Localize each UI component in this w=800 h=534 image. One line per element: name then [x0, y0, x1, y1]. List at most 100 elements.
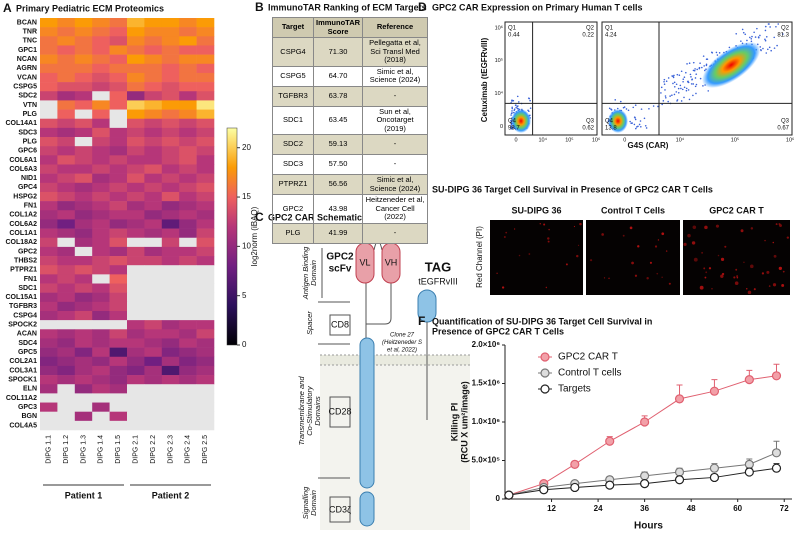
quadrant-value: 0.67 [777, 126, 789, 132]
heatmap-cell [109, 72, 128, 83]
heatmap-cell [161, 201, 180, 211]
heatmap-cell [109, 411, 128, 422]
heatmap-cell [144, 146, 163, 156]
flow-event [625, 108, 628, 110]
flow-event [715, 51, 718, 54]
heatmap-cell [92, 411, 110, 422]
flow-event [773, 47, 776, 49]
heatmap-cell [144, 219, 163, 229]
table-cell: - [362, 85, 429, 107]
heatmap-cell [40, 347, 58, 358]
heatmap-cell [74, 127, 93, 138]
heatmap-cell [144, 338, 163, 348]
heatmap-cell [127, 283, 145, 293]
heatmap-cell [127, 18, 145, 28]
heatmap-cell [57, 72, 76, 83]
heatmap-cell [144, 246, 163, 257]
heatmap-cell [92, 72, 110, 83]
flow-event [652, 105, 655, 107]
heatmap-cell [196, 237, 215, 248]
heatmap-cell [144, 310, 163, 321]
cell-signal [750, 264, 754, 269]
heatmap-cell [92, 356, 110, 367]
heatmap-cell [196, 274, 215, 284]
heatmap-cell [109, 173, 128, 184]
flow-event [762, 47, 764, 50]
heatmap-cell [92, 402, 110, 412]
y-tick-label: 10⁶ [495, 24, 503, 31]
heatmap-cell [179, 365, 197, 376]
heatmap-cell [109, 164, 128, 174]
heatmap-cell [74, 274, 93, 284]
flow-event [680, 87, 682, 90]
table-cell: 64.70 [312, 65, 364, 87]
data-point [771, 371, 782, 381]
heatmap-cell [109, 18, 128, 28]
flow-event [695, 83, 698, 86]
heatmap-cell [57, 36, 76, 46]
heatmap-cell [196, 375, 215, 385]
table-row: TGFBR3 63.78- [272, 85, 429, 107]
heatmap-cell [109, 320, 128, 330]
heatmap-cell [40, 36, 58, 46]
flow-event [699, 77, 702, 80]
flow-event [718, 52, 721, 54]
heatmap-cell [127, 182, 145, 193]
data-point [605, 480, 615, 490]
heatmap-cell [127, 219, 145, 229]
cell-signal [547, 240, 550, 243]
data-point [570, 482, 580, 493]
heatmap-cell [179, 137, 197, 147]
heatmap-cell [92, 146, 110, 156]
data-point [744, 375, 754, 385]
row-label: COL2A1 [9, 358, 37, 365]
heatmap-cell [161, 182, 180, 193]
heatmap-cell [74, 301, 93, 312]
row-label: SPOCK2 [8, 322, 37, 329]
heatmap-cell [161, 210, 180, 220]
heatmap-cell [127, 210, 145, 220]
heatmap-cell [92, 210, 110, 220]
data-point [640, 417, 650, 427]
table-cell: PTPRZ1 [272, 174, 314, 195]
table-cell: Simic et al, Science (2024) [362, 174, 429, 195]
heatmap-cell [92, 347, 110, 358]
heatmap-cell [179, 201, 197, 211]
table-cell: CSPG4 [272, 37, 314, 67]
heatmap-cell [74, 173, 93, 184]
heatmap-cell [196, 201, 215, 211]
flow-event [683, 96, 685, 99]
heatmap-cell [161, 164, 180, 174]
heatmap-cell [92, 365, 110, 376]
heatmap-cell [40, 164, 58, 174]
flow-event [696, 68, 698, 71]
heatmap-cell [179, 292, 197, 303]
clone-note: et al, 2022) [387, 348, 417, 354]
heatmap-cell [144, 109, 163, 120]
flow-event [678, 74, 681, 77]
table-row: CSPG5 64.70 Simic et al, Science (2024) [272, 65, 429, 87]
heatmap-cell [92, 82, 110, 92]
heatmap-cell [127, 155, 145, 165]
heatmap-cell [57, 375, 76, 385]
heatmap-cell [127, 274, 145, 284]
heatmap-cell [179, 301, 197, 312]
flow-event [687, 89, 690, 91]
y-tick-label: 5.0×10⁵ [472, 456, 501, 465]
data-point [674, 394, 685, 404]
heatmap-cell [144, 72, 163, 83]
heatmap-cell [40, 329, 58, 339]
row-label: COL14A1 [5, 120, 37, 127]
flow-event [640, 108, 643, 110]
heatmap-cell [127, 127, 145, 138]
heatmap-cell [196, 402, 215, 412]
flow-event [632, 106, 635, 109]
heatmap-cell [109, 146, 128, 156]
ranking-table: Target ImmunoTAR Score Reference CSPG4 71.30… [272, 17, 429, 244]
heatmap-cell [144, 292, 163, 303]
flow-event [648, 108, 650, 110]
density-core [702, 41, 761, 88]
heatmap-cell [109, 310, 128, 321]
flow-event [610, 109, 613, 111]
